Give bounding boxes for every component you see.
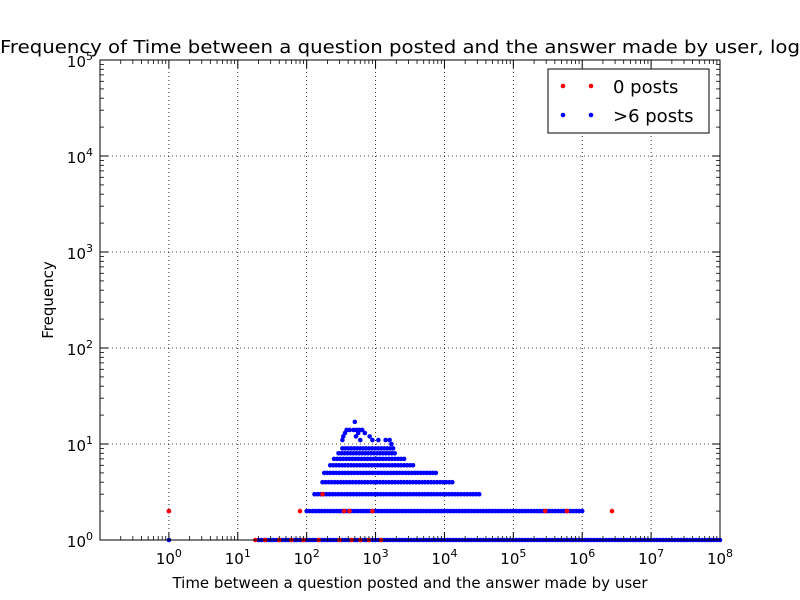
data-point-over-6-posts bbox=[410, 463, 416, 468]
legend-marker-zero-posts bbox=[588, 83, 594, 89]
data-point-over-6-posts bbox=[367, 434, 372, 439]
x-tick-label: 100 bbox=[156, 547, 182, 568]
data-point-over-6-posts bbox=[347, 427, 352, 433]
data-point-over-6-posts bbox=[401, 456, 407, 462]
data-points bbox=[166, 419, 723, 543]
data-point-over-6-posts bbox=[340, 434, 346, 439]
x-tick-label: 106 bbox=[569, 547, 595, 568]
data-point-0-posts bbox=[166, 508, 172, 514]
legend-box bbox=[547, 68, 710, 134]
data-point-over-6-posts bbox=[355, 430, 361, 436]
data-point-over-6-posts bbox=[390, 446, 396, 451]
data-point-over-6-posts bbox=[376, 437, 381, 443]
data-point-over-6-posts bbox=[383, 437, 388, 443]
y-axis-label: Frequency bbox=[39, 261, 57, 339]
data-point-over-6-posts bbox=[357, 437, 363, 443]
y-tick-label: 100 bbox=[67, 530, 93, 551]
x-tick-label: 103 bbox=[363, 547, 389, 568]
data-point-over-6-posts bbox=[449, 479, 455, 485]
y-tick-label: 102 bbox=[67, 338, 93, 359]
x-tick-label: 101 bbox=[225, 547, 251, 568]
y-tick-label: 104 bbox=[67, 146, 93, 167]
data-point-0-posts bbox=[297, 508, 303, 514]
data-point-over-6-posts bbox=[389, 441, 394, 447]
data-point-0-posts bbox=[609, 508, 615, 514]
x-tick-labels: 100 101 102 103 104 105 106 107 108 bbox=[156, 547, 733, 568]
y-tick-label: 101 bbox=[67, 434, 93, 455]
legend-marker-over-6-posts bbox=[560, 112, 566, 118]
ticks bbox=[100, 59, 721, 541]
data-point-over-6-posts bbox=[362, 430, 368, 436]
x-tick-label: 102 bbox=[294, 547, 320, 568]
data-point-0-posts bbox=[341, 508, 347, 514]
data-point-0-posts bbox=[370, 508, 375, 514]
data-point-over-6-posts bbox=[352, 419, 358, 425]
plot-frame bbox=[99, 59, 721, 541]
x-tick-label: 105 bbox=[500, 547, 526, 568]
legend: 0 posts >6 posts bbox=[547, 68, 710, 134]
data-point-over-6-posts bbox=[433, 470, 439, 476]
data-point-0-posts bbox=[320, 491, 325, 497]
data-point-over-6-posts bbox=[392, 451, 398, 456]
data-point-0-posts bbox=[564, 508, 570, 514]
legend-marker-zero-posts bbox=[560, 83, 566, 89]
x-tick-label: 104 bbox=[431, 547, 457, 568]
x-axis-label: Time between a question posted and the a… bbox=[171, 574, 648, 592]
plot-area bbox=[100, 60, 720, 540]
legend-label-zero-posts: 0 posts bbox=[613, 77, 678, 98]
data-point-over-6-posts bbox=[340, 437, 345, 443]
data-point-over-6-posts bbox=[387, 437, 392, 443]
data-point-over-6-posts bbox=[579, 508, 585, 514]
data-point-0-posts bbox=[542, 508, 548, 514]
y-tick-label: 105 bbox=[67, 50, 93, 71]
y-tick-label: 103 bbox=[67, 242, 93, 263]
data-point-over-6-posts bbox=[359, 427, 365, 433]
data-point-over-6-posts bbox=[370, 437, 375, 443]
x-tick-label: 108 bbox=[707, 547, 733, 568]
legend-marker-over-6-posts bbox=[588, 112, 594, 118]
data-point-over-6-posts bbox=[353, 434, 359, 439]
chart-title: Frequency of Time between a question pos… bbox=[0, 37, 800, 58]
y-tick-labels: 100 101 102 103 104 105 bbox=[67, 50, 93, 551]
data-point-over-6-posts bbox=[476, 491, 482, 497]
data-point-0-posts bbox=[347, 508, 352, 514]
x-tick-label: 107 bbox=[638, 547, 664, 568]
legend-label-over-6-posts: >6 posts bbox=[613, 106, 694, 127]
